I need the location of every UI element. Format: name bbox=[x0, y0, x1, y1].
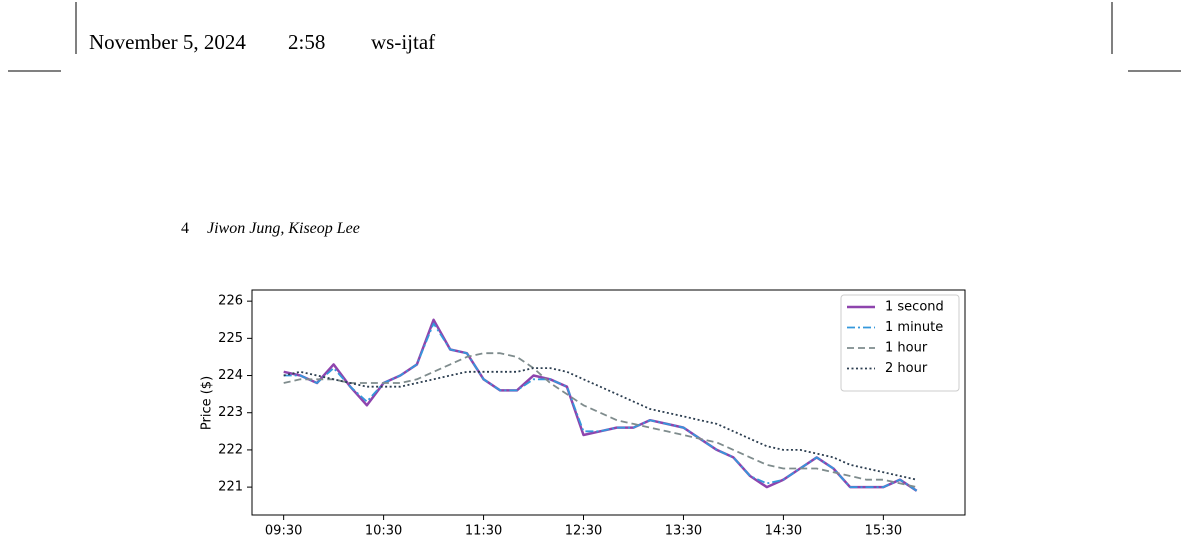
header-journal: ws-ijtaf bbox=[371, 30, 435, 54]
y-tick-label: 222 bbox=[218, 442, 243, 457]
legend-box bbox=[840, 294, 960, 392]
y-tick-label: 225 bbox=[218, 331, 243, 346]
plot-frame bbox=[251, 289, 966, 516]
series-line bbox=[283, 322, 918, 492]
y-tick-label: 223 bbox=[218, 405, 243, 420]
x-tick-label: 10:30 bbox=[365, 524, 402, 539]
series-line bbox=[283, 318, 918, 492]
x-tick-label: 13:30 bbox=[665, 524, 702, 539]
series-line bbox=[283, 352, 917, 488]
page-number: 4 bbox=[181, 220, 189, 237]
header-time: 2:58 bbox=[288, 30, 325, 54]
authors: Jiwon Jung, Kiseop Lee bbox=[207, 220, 360, 237]
y-tick-label: 224 bbox=[218, 368, 243, 383]
legend-label: 2 hour bbox=[885, 361, 928, 376]
x-tick-label: 09:30 bbox=[265, 524, 302, 539]
legend-label: 1 hour bbox=[885, 341, 928, 356]
series-line bbox=[283, 367, 917, 481]
x-tick-label: 15:30 bbox=[865, 524, 902, 539]
legend-label: 1 minute bbox=[885, 320, 943, 335]
y-tick-label: 226 bbox=[218, 294, 243, 309]
y-tick-label: 221 bbox=[218, 480, 243, 495]
x-tick-label: 11:30 bbox=[465, 524, 502, 539]
header-date: November 5, 2024 bbox=[89, 30, 246, 54]
x-tick-label: 14:30 bbox=[765, 524, 802, 539]
x-tick-label: 12:30 bbox=[565, 524, 602, 539]
legend-label: 1 second bbox=[885, 300, 944, 315]
y-axis-label: Price ($) bbox=[200, 376, 215, 430]
